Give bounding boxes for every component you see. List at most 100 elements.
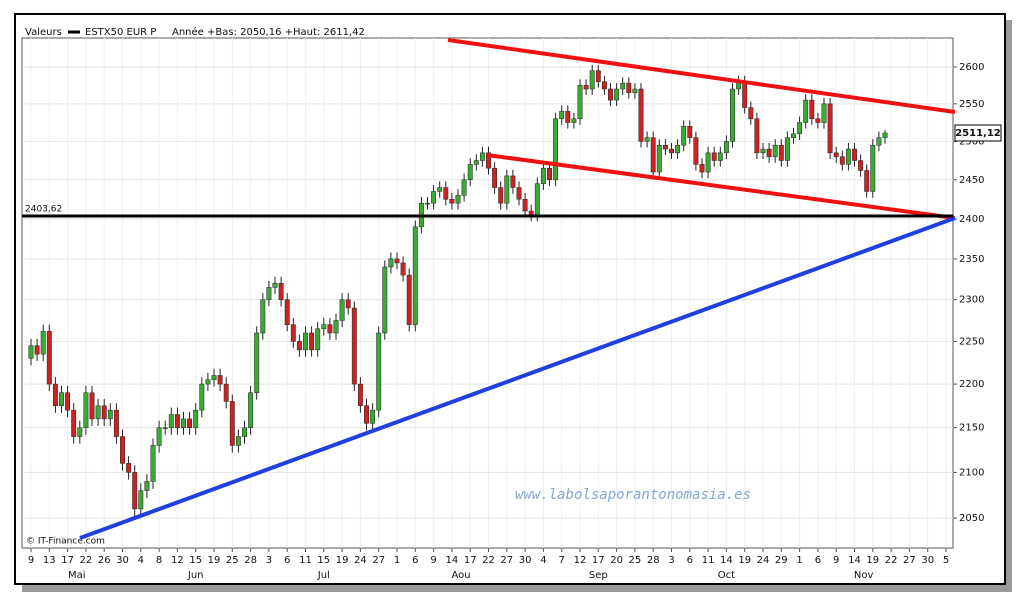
x-tick-label: 27: [903, 555, 916, 566]
candle-body: [821, 103, 827, 123]
y-tick-label: 2400: [959, 214, 984, 225]
candle-body: [583, 85, 589, 90]
candle-body: [150, 445, 156, 482]
candle-body: [272, 283, 278, 288]
x-tick-label: 14: [720, 555, 733, 566]
candle-body: [717, 152, 723, 161]
candle-body: [144, 481, 150, 491]
candle-body: [376, 332, 382, 411]
candle-body: [486, 152, 491, 169]
x-tick-label: 22: [885, 555, 898, 566]
candle-body: [77, 427, 83, 437]
candle-body: [388, 258, 394, 268]
candle-body: [626, 82, 632, 93]
candle-body: [620, 82, 626, 90]
x-tick-label: 17: [592, 555, 605, 566]
trend-line-lower: [486, 153, 956, 220]
candle-body: [528, 210, 534, 216]
candle-body: [479, 152, 485, 161]
month-label: Aou: [451, 570, 470, 581]
candle-body: [559, 111, 565, 120]
candle-body: [656, 144, 662, 173]
x-tick-label: 17: [61, 555, 74, 566]
candle-body: [89, 392, 95, 420]
candle-body: [254, 332, 260, 393]
x-tick-label: 6: [687, 555, 693, 566]
candle-body: [467, 164, 473, 181]
x-tick-label: 12: [171, 555, 184, 566]
candle-body: [791, 133, 796, 138]
candle-body: [52, 383, 58, 407]
candle-body: [437, 187, 443, 192]
candle-body: [461, 179, 467, 196]
x-tick-label: 5: [943, 555, 949, 566]
candle-body: [126, 463, 132, 473]
candle-body: [540, 167, 546, 184]
x-tick-label: 27: [372, 555, 385, 566]
y-tick-label: 2450: [959, 175, 984, 186]
x-tick-label: 3: [668, 555, 674, 566]
y-tick-label: 2200: [959, 379, 984, 390]
candle-body: [278, 283, 284, 300]
x-tick-label: 28: [647, 555, 660, 566]
candle-body: [644, 137, 650, 142]
source: © IT-Finance.com: [26, 537, 105, 547]
candle-body: [303, 332, 308, 351]
candle-body: [95, 405, 101, 420]
candle-body: [229, 401, 235, 446]
x-tick-label: 6: [284, 555, 290, 566]
candle-body: [681, 126, 687, 146]
candle-body: [205, 379, 211, 385]
candle-body: [723, 141, 729, 154]
x-tick-label: 26: [98, 555, 111, 566]
candle-body: [870, 144, 876, 192]
candle-body: [815, 118, 821, 123]
legend-label: ESTX50 EUR P: [85, 27, 156, 38]
candle-body: [406, 274, 412, 325]
legend-title: Valeurs: [25, 27, 62, 38]
candle-body: [669, 148, 674, 154]
trend-line-support: [79, 216, 956, 540]
last-price-box: [954, 124, 1002, 142]
candle-body: [400, 262, 406, 276]
candle-body: [571, 118, 577, 123]
x-tick-label: 14: [446, 555, 459, 566]
candle-body: [730, 88, 735, 142]
candle-body: [364, 405, 369, 424]
candle-body: [693, 137, 699, 165]
candle-body: [28, 345, 34, 359]
y-tick-label: 2250: [959, 336, 984, 347]
candle-body: [370, 409, 376, 424]
candle-body: [687, 126, 693, 138]
last-price-label: 2511,12: [955, 128, 1001, 139]
candle-body: [309, 332, 315, 351]
x-tick-label: 6: [412, 555, 418, 566]
candle-body: [382, 266, 388, 334]
candle-body: [705, 152, 711, 173]
candle-body: [113, 409, 119, 437]
candle-body: [662, 144, 668, 150]
x-tick-label: 13: [43, 555, 56, 566]
candle-body: [455, 195, 461, 204]
candle-body: [473, 160, 479, 165]
x-tick-label: 19: [208, 555, 221, 566]
candle-body: [211, 375, 217, 381]
candle-body: [345, 299, 351, 309]
candle-body: [431, 191, 437, 204]
overlay: 2403,62 2511,12: [22, 124, 1002, 218]
x-tick-label: 11: [299, 555, 312, 566]
x-tick-label: 30: [921, 555, 934, 566]
x-tick-label: 25: [226, 555, 239, 566]
candle-body: [290, 324, 296, 342]
x-tick-label: 12: [574, 555, 587, 566]
x-tick-label: 22: [80, 555, 93, 566]
x-tick-label: 17: [464, 555, 477, 566]
candle-body: [242, 427, 247, 437]
y-tick-label: 2500: [959, 136, 984, 147]
candle-body: [614, 88, 620, 101]
candle-body: [882, 132, 888, 138]
candle-body: [138, 490, 144, 510]
candle-body: [357, 383, 363, 407]
candle-body: [498, 187, 504, 204]
